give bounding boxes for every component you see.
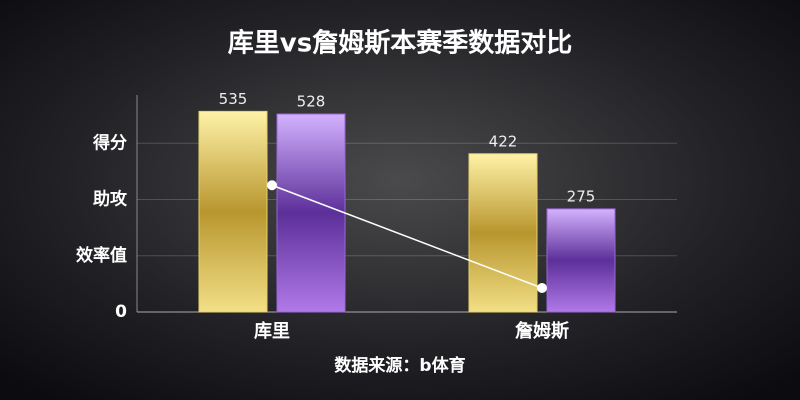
value-label: 535 (219, 90, 248, 108)
line-point (537, 283, 547, 293)
x-tick-label: 詹姆斯 (515, 320, 569, 342)
bar (276, 113, 346, 313)
chart-title: 库里vs詹姆斯本赛季数据对比 (228, 28, 572, 59)
y-tick-label: 得分 (92, 132, 127, 153)
value-label: 528 (297, 93, 326, 111)
y-tick-label: 效率值 (76, 245, 127, 266)
value-label: 422 (489, 132, 518, 150)
source: 数据来源：b体育 (334, 355, 465, 376)
line-point (267, 180, 277, 191)
y-tick-label: 0 (115, 302, 127, 322)
bar (546, 208, 616, 313)
x-tick-label: 库里 (254, 320, 290, 342)
bar (198, 110, 268, 313)
bar (468, 153, 538, 313)
line (271, 184, 543, 289)
y-tick-label: 助攻 (93, 189, 128, 210)
value-label: 275 (567, 187, 596, 205)
